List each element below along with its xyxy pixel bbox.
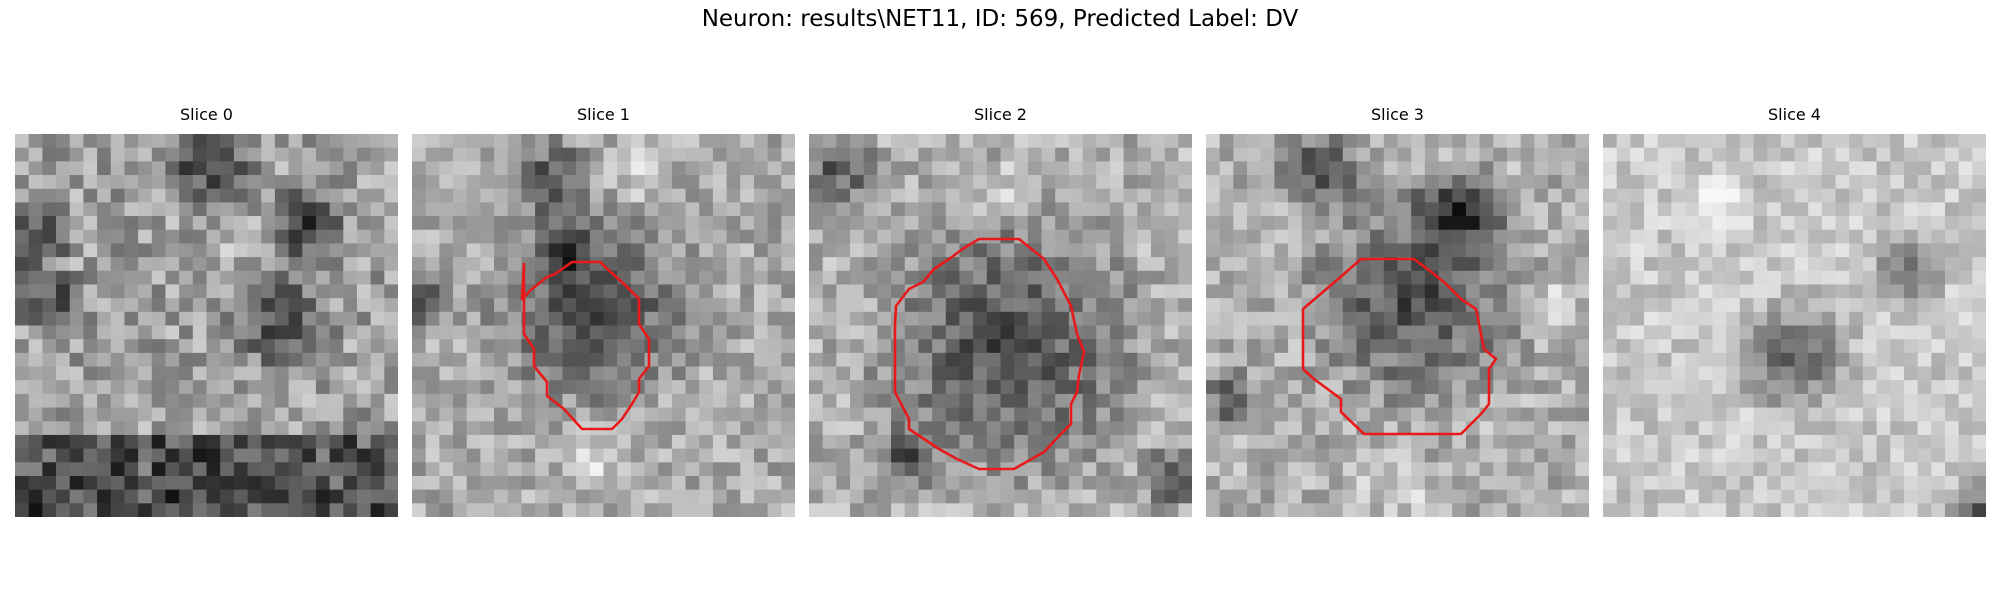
slice-title: Slice 1: [577, 105, 630, 124]
figure-title: Neuron: results\NET11, ID: 569, Predicte…: [701, 6, 1299, 32]
slice-image: [1206, 134, 1589, 517]
neuron-contour: [1301, 257, 1498, 436]
slice-pixels: [1206, 134, 1589, 517]
neuron-contour: [520, 260, 651, 431]
slice-image: [809, 134, 1192, 517]
slice-image: [15, 134, 398, 517]
slice-pixels: [809, 134, 1192, 517]
slice-image: [1603, 134, 1986, 517]
slice-title: Slice 4: [1768, 105, 1821, 124]
slice-image: [412, 134, 795, 517]
slice-title: Slice 2: [974, 105, 1027, 124]
slice-pixels: [15, 134, 398, 517]
neuron-contour: [893, 237, 1086, 471]
slice-pixels: [1603, 134, 1986, 517]
slice-pixels: [412, 134, 795, 517]
slice-title: Slice 0: [180, 105, 233, 124]
slice-title: Slice 3: [1371, 105, 1424, 124]
